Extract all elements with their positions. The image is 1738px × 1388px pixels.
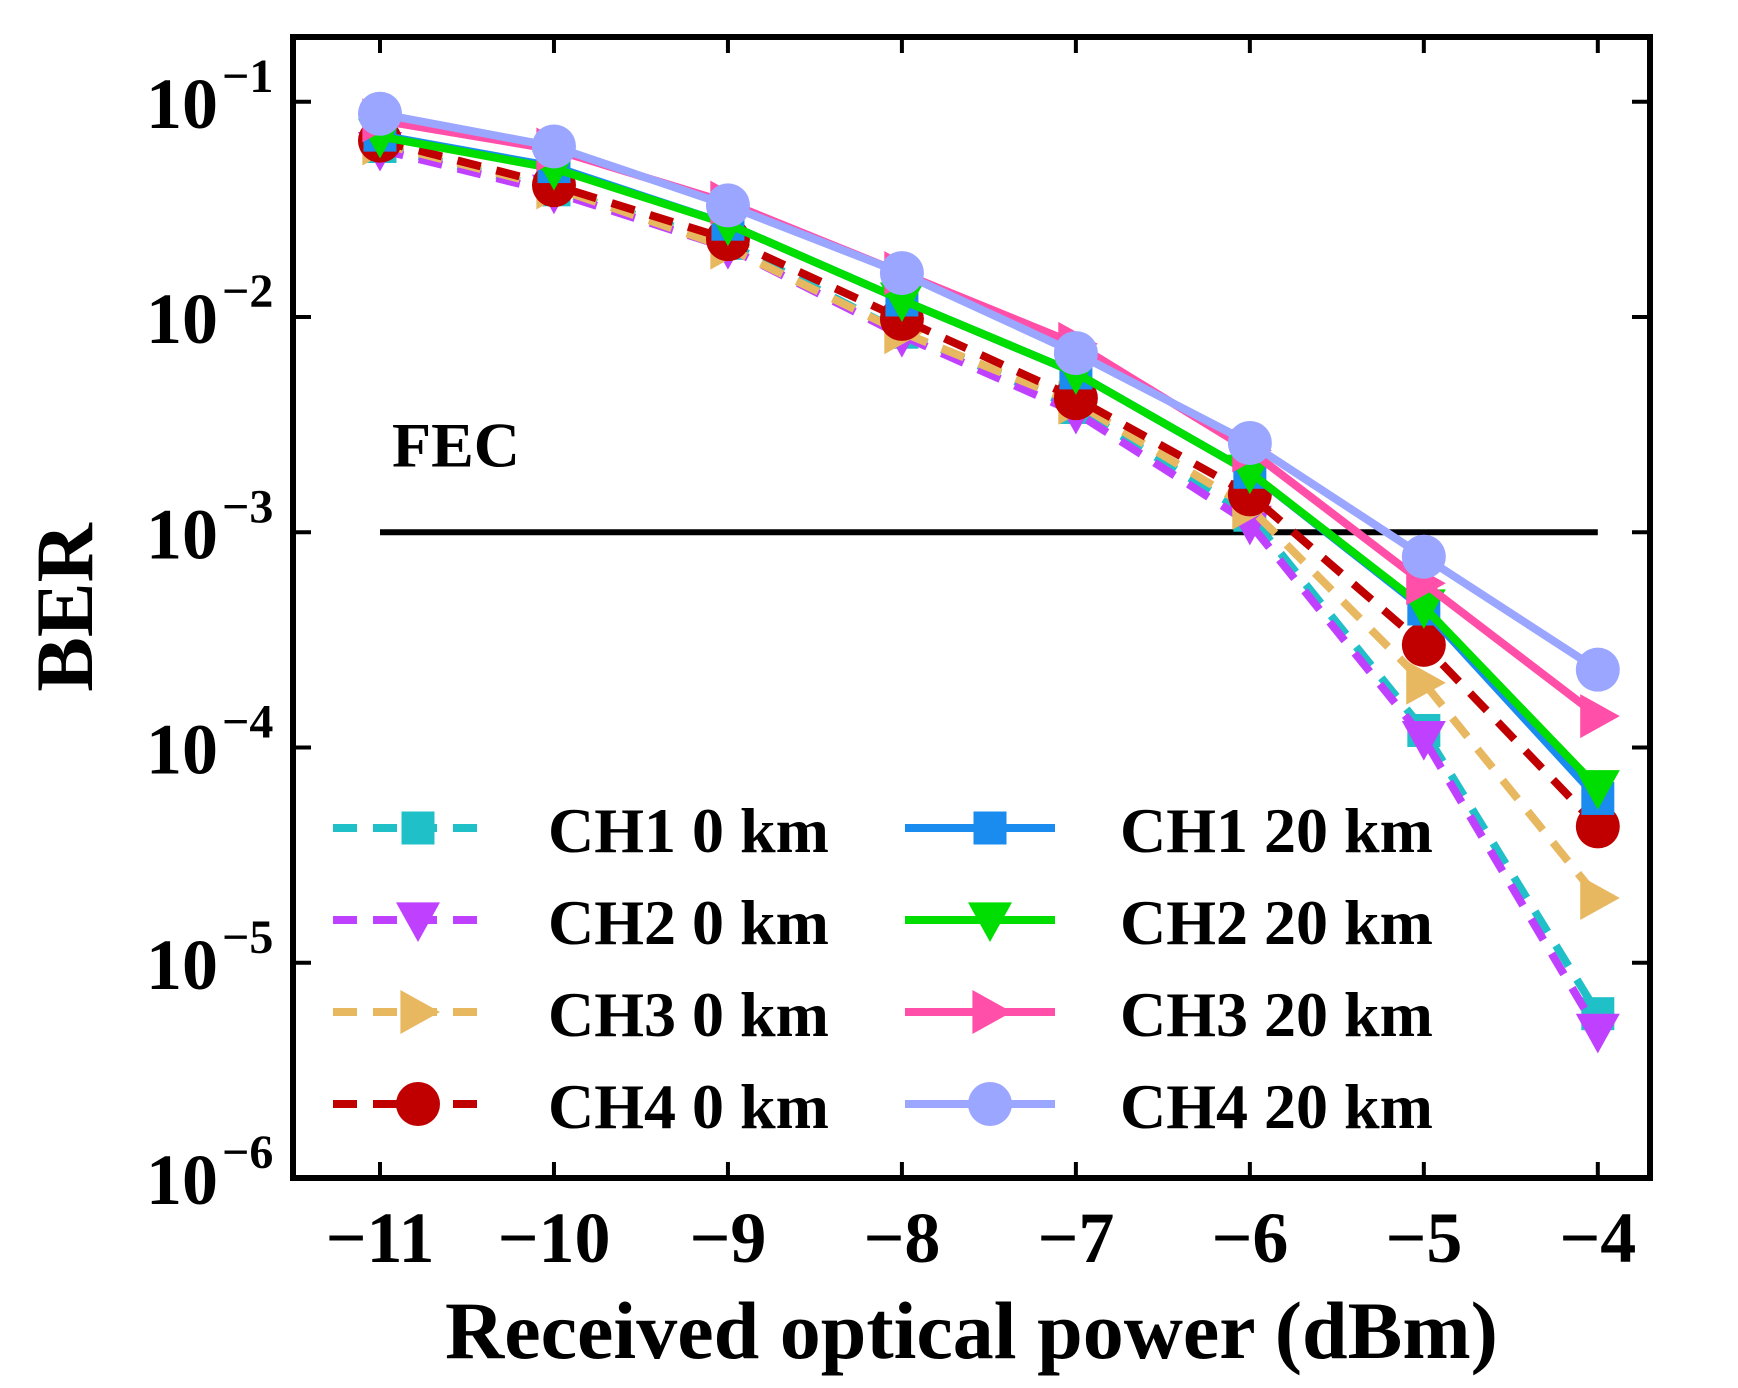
legend-marker xyxy=(972,990,1012,1034)
legend-marker xyxy=(396,1082,440,1126)
y-axis-title: BER xyxy=(19,522,110,691)
series-line xyxy=(379,132,1601,791)
data-point xyxy=(1575,1013,1620,1054)
data-point xyxy=(1580,875,1620,920)
data-point xyxy=(357,91,402,136)
y-tick-exponent: −1 xyxy=(222,50,273,103)
fec-threshold-label: FEC xyxy=(392,409,520,480)
legend-marker xyxy=(968,902,1012,942)
legend-entry: CH1 0 km xyxy=(333,795,829,866)
data-point xyxy=(1227,420,1272,465)
data-point xyxy=(1406,660,1446,705)
series-line xyxy=(379,139,1601,901)
data-point xyxy=(1575,770,1620,810)
y-tick-label: 10 xyxy=(146,279,218,359)
series-ch4-20-km xyxy=(357,91,1620,692)
data-point xyxy=(1580,694,1620,739)
x-tick-label: −10 xyxy=(497,1198,610,1278)
y-tick-label: 10 xyxy=(146,64,218,144)
legend-entry: CH2 0 km xyxy=(333,887,829,958)
y-tick-exponent: −4 xyxy=(222,696,273,749)
legend-label: CH2 20 km xyxy=(1120,887,1433,958)
data-point xyxy=(1401,721,1446,761)
legend-label: CH3 0 km xyxy=(548,979,829,1050)
plot-frame xyxy=(290,34,1653,1181)
legend-marker xyxy=(968,1082,1012,1126)
legend-marker xyxy=(401,811,435,845)
y-tick-exponent: −3 xyxy=(222,480,273,533)
x-tick-label: −11 xyxy=(325,1198,434,1278)
data-point xyxy=(1575,804,1620,849)
data-point xyxy=(1575,647,1620,692)
data-point xyxy=(879,282,924,322)
x-axis: −11 −10 −9 −8 −7 −6 −5 −4 xyxy=(325,37,1636,1278)
legend-marker xyxy=(396,902,440,942)
series-ch2-20-km xyxy=(357,118,1620,810)
legend-label: CH1 20 km xyxy=(1120,795,1433,866)
x-tick-label: −6 xyxy=(1211,1198,1288,1278)
legend-label: CH2 0 km xyxy=(548,887,829,958)
data-point xyxy=(531,124,576,169)
legend-entry: CH3 20 km xyxy=(905,979,1433,1050)
data-point xyxy=(1401,622,1446,667)
x-axis-title: Received optical power (dBm) xyxy=(445,1285,1498,1376)
y-tick-label: 10 xyxy=(146,494,218,574)
data-point xyxy=(1401,534,1446,579)
series-group xyxy=(357,91,1620,1054)
legend-label: CH4 20 km xyxy=(1120,1071,1433,1142)
series-line xyxy=(379,109,1600,674)
legend-label: CH3 20 km xyxy=(1120,979,1433,1050)
fec-threshold: FEC xyxy=(379,409,1598,536)
x-tick-label: −5 xyxy=(1385,1198,1462,1278)
legend-entry: CH4 20 km xyxy=(905,1071,1433,1142)
y-tick-exponent: −6 xyxy=(222,1126,273,1179)
y-tick-label: 10 xyxy=(146,925,218,1005)
data-point xyxy=(879,251,924,296)
series-ch1-20-km xyxy=(363,118,1615,815)
x-tick-label: −7 xyxy=(1037,1198,1114,1278)
y-tick-label: 10 xyxy=(146,710,218,790)
legend-label: CH4 0 km xyxy=(548,1071,829,1142)
x-tick-label: −4 xyxy=(1559,1198,1636,1278)
series-line xyxy=(378,136,1601,830)
y-axis: 10−110−210−310−410−510−6 xyxy=(146,50,1650,1220)
data-point xyxy=(705,183,750,228)
legend-marker xyxy=(400,990,440,1034)
data-point xyxy=(1053,331,1098,376)
x-tick-label: −8 xyxy=(863,1198,940,1278)
legend-entry: CH2 20 km xyxy=(905,887,1433,958)
y-tick-exponent: −2 xyxy=(222,265,273,318)
legend-marker xyxy=(973,811,1007,845)
y-tick-label: 10 xyxy=(146,1140,218,1220)
legend-label: CH1 0 km xyxy=(548,795,829,866)
legend: CH1 0 km CH2 0 km CH3 0 km CH4 0 km CH1 20 k… xyxy=(333,795,1433,1142)
y-tick-exponent: −5 xyxy=(222,911,273,964)
legend-entry: CH1 20 km xyxy=(905,795,1433,866)
legend-entry: CH4 0 km xyxy=(333,1071,829,1142)
legend-entry: CH3 0 km xyxy=(333,979,829,1050)
x-tick-label: −9 xyxy=(689,1198,766,1278)
